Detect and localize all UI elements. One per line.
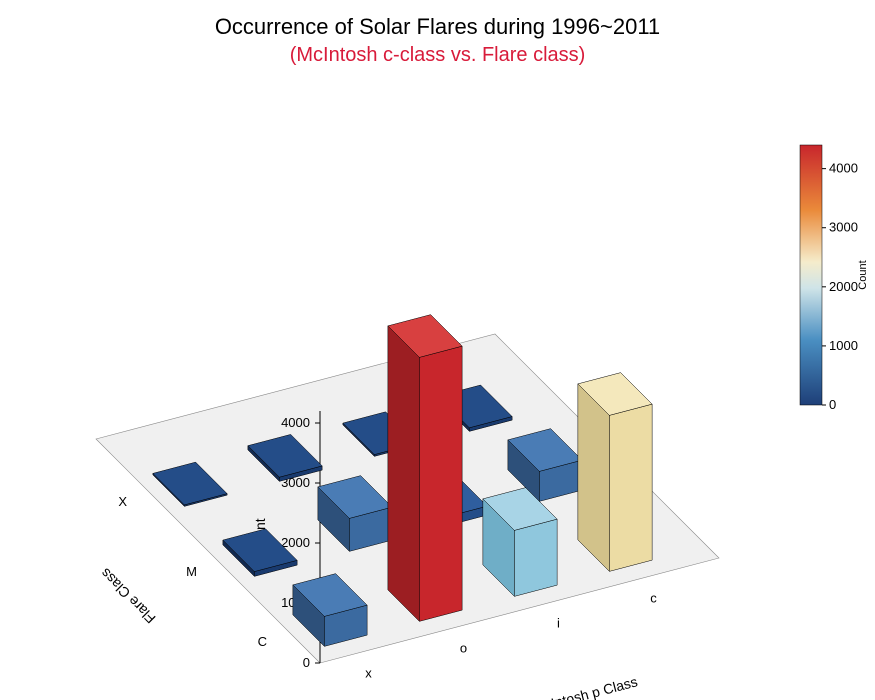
z-tick-label: 0 — [303, 655, 310, 670]
bar-face-front — [419, 346, 462, 621]
colorbar-tick-label: 1000 — [829, 338, 858, 353]
bar-face-side — [578, 384, 610, 572]
bar — [578, 373, 652, 572]
z-tick-label: 2000 — [281, 535, 310, 550]
y-tick-label: X — [118, 494, 127, 509]
colorbar-tick-label: 2000 — [829, 279, 858, 294]
colorbar-tick-label: 3000 — [829, 220, 858, 235]
x-axis-label: McIntosh p Class — [531, 673, 639, 700]
colorbar-tick-label: 4000 — [829, 161, 858, 176]
bar-face-side — [388, 326, 420, 622]
x-tick-label: o — [460, 641, 467, 656]
colorbar-label: Count — [857, 260, 869, 289]
y-axis-label: Flare Class — [97, 565, 158, 626]
chart-container: Occurrence of Solar Flares during 1996~2… — [0, 0, 875, 700]
chart-svg: 0 1000 2000 3000 4000 Count x o i c McIntosh p Cla… — [0, 0, 875, 700]
x-tick-label: x — [365, 666, 372, 681]
colorbar-tick-label: 0 — [829, 397, 836, 412]
y-tick-label: M — [186, 564, 197, 579]
x-tick-label: c — [650, 591, 657, 606]
colorbar — [800, 145, 822, 405]
bar — [388, 315, 462, 622]
bar-face-front — [609, 404, 652, 571]
bar-face-front — [514, 519, 557, 596]
y-tick-label: C — [258, 634, 267, 649]
z-tick-label: 4000 — [281, 415, 310, 430]
x-tick-label: i — [557, 616, 560, 631]
